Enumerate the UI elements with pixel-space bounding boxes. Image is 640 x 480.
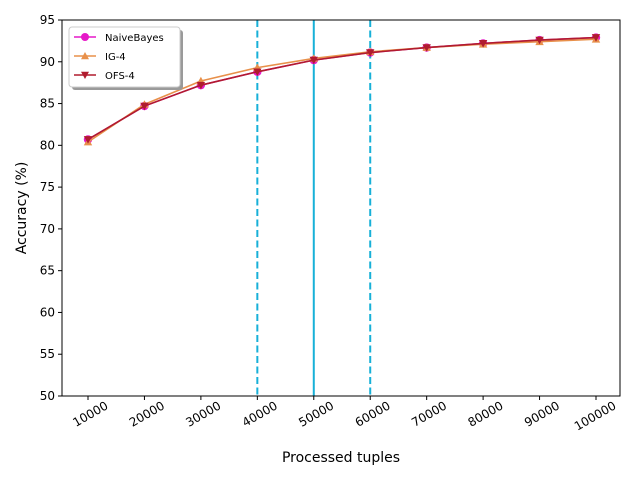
y-tick-label: 70 <box>40 222 55 236</box>
y-tick-label: 60 <box>40 305 55 319</box>
legend-label: IG-4 <box>105 52 126 63</box>
legend-label: NaiveBayes <box>105 33 164 44</box>
y-tick-label: 75 <box>40 180 55 194</box>
data-point <box>422 44 431 52</box>
legend-box <box>68 26 181 88</box>
series-line <box>87 38 597 143</box>
legend-label: OFS-4 <box>105 71 135 82</box>
y-tick-label: 85 <box>40 97 55 111</box>
data-point <box>83 136 93 144</box>
series-ofs-4 <box>83 34 601 144</box>
data-point <box>196 81 206 90</box>
vertical-reference-lines <box>256 20 372 396</box>
y-tick-label: 80 <box>40 138 55 152</box>
legend: NaiveBayes IG-4 OFS-4 <box>68 26 183 90</box>
data-point <box>366 49 375 57</box>
legend-marker <box>81 33 89 41</box>
data-point <box>535 36 544 45</box>
y-tick-label: 50 <box>40 389 55 403</box>
data-point <box>140 102 149 111</box>
y-tick-label: 90 <box>40 55 55 69</box>
data-point <box>309 56 318 65</box>
legend-marker <box>81 52 89 60</box>
x-axis-label: Processed tuples <box>282 450 400 466</box>
y-axis-ticks: 50 55 60 65 70 75 80 85 90 95 <box>40 13 62 403</box>
series-line <box>87 36 597 141</box>
legend-marker <box>81 71 89 79</box>
data-point <box>478 40 488 48</box>
y-tick-label: 55 <box>40 347 55 361</box>
series-lines <box>83 33 601 146</box>
y-tick-label: 95 <box>40 13 55 27</box>
plot-frame <box>61 19 621 397</box>
y-tick-label: 65 <box>40 264 55 278</box>
data-point <box>591 34 601 42</box>
y-axis-label: Accuracy (%) <box>14 162 30 255</box>
data-point <box>253 68 262 77</box>
